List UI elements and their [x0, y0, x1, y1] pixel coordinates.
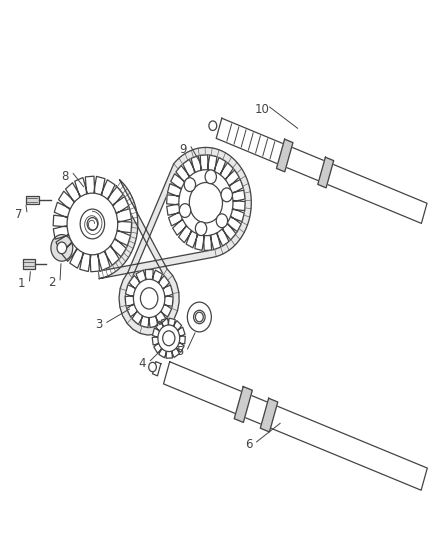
- FancyBboxPatch shape: [25, 196, 39, 204]
- Polygon shape: [99, 148, 251, 335]
- Circle shape: [216, 214, 228, 228]
- FancyBboxPatch shape: [23, 259, 35, 269]
- Circle shape: [149, 362, 156, 372]
- Circle shape: [51, 235, 73, 261]
- Polygon shape: [125, 270, 173, 328]
- Polygon shape: [166, 155, 245, 251]
- Polygon shape: [276, 139, 293, 172]
- Polygon shape: [152, 318, 185, 358]
- Circle shape: [189, 182, 223, 223]
- Circle shape: [67, 193, 118, 255]
- Text: 8: 8: [62, 169, 69, 183]
- Circle shape: [184, 177, 195, 191]
- Text: 2: 2: [49, 276, 56, 289]
- Text: 4: 4: [139, 357, 146, 370]
- Circle shape: [180, 204, 191, 217]
- Polygon shape: [234, 386, 252, 423]
- Circle shape: [179, 169, 233, 236]
- Ellipse shape: [187, 302, 212, 332]
- Circle shape: [162, 331, 175, 346]
- Polygon shape: [216, 118, 427, 223]
- Circle shape: [195, 222, 207, 236]
- Circle shape: [205, 170, 216, 184]
- Circle shape: [57, 242, 67, 254]
- Circle shape: [80, 209, 105, 239]
- Text: 6: 6: [245, 438, 252, 451]
- Text: 9: 9: [180, 143, 187, 156]
- Polygon shape: [53, 176, 132, 272]
- Text: 1: 1: [18, 277, 25, 290]
- Text: 10: 10: [254, 103, 269, 116]
- Circle shape: [141, 288, 158, 309]
- Polygon shape: [260, 398, 278, 432]
- Circle shape: [87, 217, 98, 230]
- Text: 7: 7: [15, 208, 23, 221]
- Text: 3: 3: [95, 319, 102, 332]
- Circle shape: [134, 279, 165, 318]
- Polygon shape: [163, 362, 427, 490]
- Text: 5: 5: [176, 345, 184, 358]
- Circle shape: [195, 312, 203, 322]
- Ellipse shape: [194, 310, 205, 324]
- Circle shape: [158, 325, 180, 352]
- Polygon shape: [152, 361, 161, 376]
- Circle shape: [209, 121, 217, 131]
- Circle shape: [221, 188, 233, 202]
- Polygon shape: [318, 157, 334, 188]
